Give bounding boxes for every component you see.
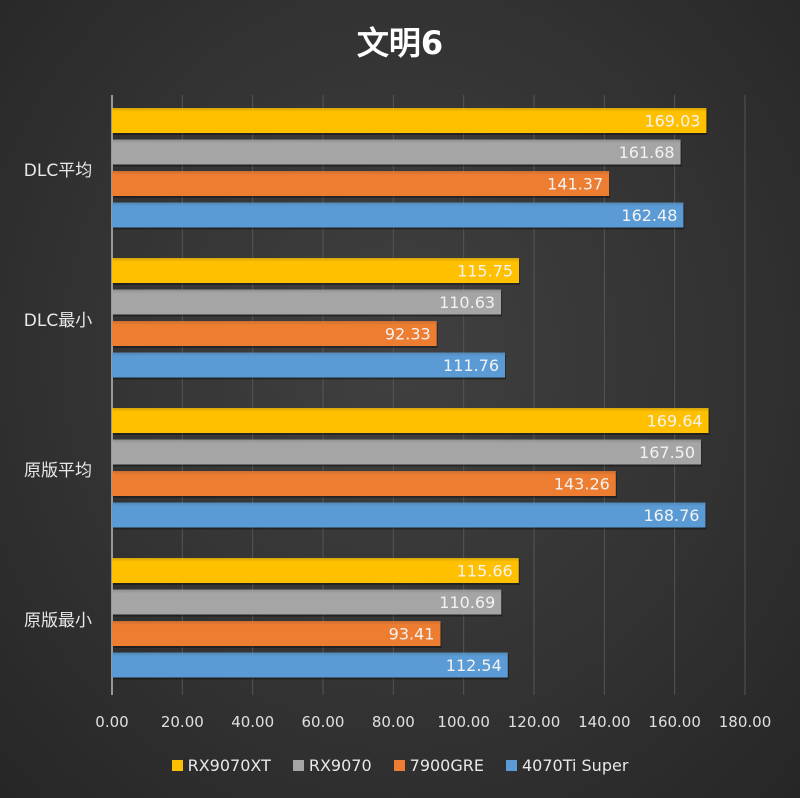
x-tick-label: 60.00 xyxy=(302,713,345,731)
data-label: 162.48 xyxy=(621,206,677,225)
x-tick-label: 160.00 xyxy=(648,713,701,731)
legend-label: RX9070 xyxy=(308,756,372,775)
legend-item: RX9070 xyxy=(292,756,372,775)
data-label: 110.69 xyxy=(439,593,495,612)
legend-item: RX9070XT xyxy=(171,756,271,775)
bar xyxy=(112,471,616,496)
bar xyxy=(112,289,502,315)
x-tick-label: 120.00 xyxy=(508,713,561,731)
bar xyxy=(112,652,508,678)
bar xyxy=(112,202,684,228)
bar xyxy=(112,621,441,646)
legend-item: 4070Ti Super xyxy=(505,756,629,775)
data-label: 111.76 xyxy=(443,356,499,375)
legend: RX9070XT RX9070 7900GRE 4070Ti Super xyxy=(0,756,800,775)
bar xyxy=(112,258,520,283)
data-label: 92.33 xyxy=(385,325,431,344)
data-label: 141.37 xyxy=(547,175,603,194)
bar xyxy=(112,558,519,583)
x-tick-label: 80.00 xyxy=(372,713,415,731)
category-label: 原版平均 xyxy=(24,461,92,481)
category-label: DLC平均 xyxy=(24,161,92,181)
category-label: DLC最小 xyxy=(24,311,92,331)
category-label: 原版最小 xyxy=(24,611,92,631)
bar xyxy=(112,589,502,615)
x-tick-label: 40.00 xyxy=(231,713,274,731)
chart-title: 文明6 xyxy=(356,24,444,62)
data-label: 168.76 xyxy=(643,506,699,525)
legend-label: RX9070XT xyxy=(187,756,271,775)
bar xyxy=(112,408,709,433)
x-tick-label: 140.00 xyxy=(578,713,631,731)
data-label: 110.63 xyxy=(439,293,495,312)
bar xyxy=(112,139,681,165)
legend-swatch xyxy=(171,760,183,771)
x-tick-label: 20.00 xyxy=(161,713,204,731)
data-label: 112.54 xyxy=(446,656,502,675)
x-tick-label: 180.00 xyxy=(719,713,772,731)
data-label: 93.41 xyxy=(389,625,435,644)
bar xyxy=(112,108,707,133)
data-label: 143.26 xyxy=(554,475,610,494)
data-label: 169.64 xyxy=(647,412,703,431)
bar xyxy=(112,321,437,346)
legend-label: 7900GRE xyxy=(409,756,484,775)
data-label: 115.75 xyxy=(457,262,513,281)
x-tick-label: 0.00 xyxy=(95,713,128,731)
legend-swatch xyxy=(393,760,405,771)
data-label: 161.68 xyxy=(619,143,675,162)
bar xyxy=(112,502,706,528)
legend-swatch xyxy=(292,760,304,771)
bar xyxy=(112,352,506,378)
data-label: 169.03 xyxy=(644,112,700,131)
x-tick-label: 100.00 xyxy=(437,713,490,731)
data-label: 167.50 xyxy=(639,443,695,462)
bar xyxy=(112,439,702,465)
legend-label: 4070Ti Super xyxy=(521,756,629,775)
data-label: 115.66 xyxy=(457,562,513,581)
legend-swatch xyxy=(505,760,517,771)
legend-item: 7900GRE xyxy=(393,756,484,775)
bar xyxy=(112,171,610,196)
